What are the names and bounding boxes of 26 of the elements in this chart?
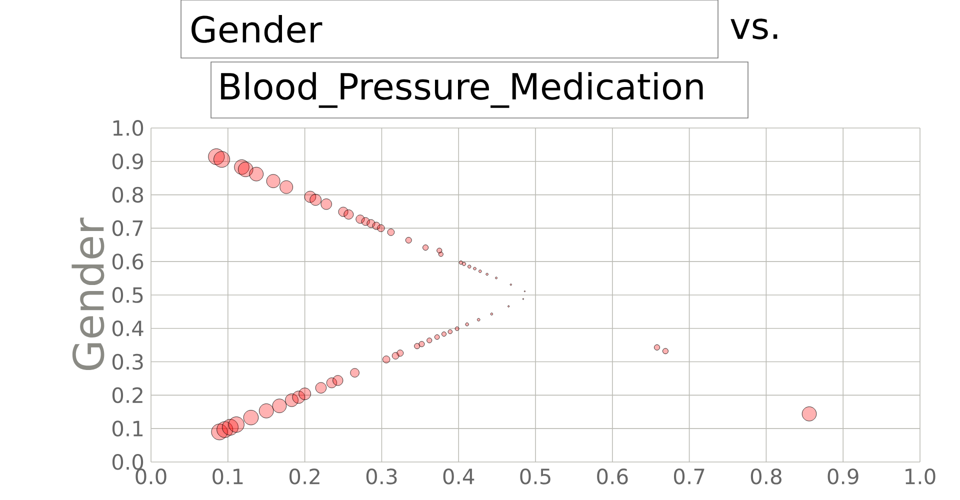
- x-tick-label: 0.7: [674, 468, 704, 484]
- x-tick-label: 0.2: [289, 468, 320, 484]
- y-tick-label: 0.7: [112, 220, 143, 236]
- text: vs.: [730, 18, 778, 40]
- y-tick-label: 0.4: [112, 320, 144, 336]
- y-tick-label: 0.8: [112, 186, 144, 203]
- x-tick-label: 0.1: [212, 468, 243, 484]
- y-tick-label: 0.5: [112, 287, 143, 303]
- chart-title: Gender: [192, 15, 322, 43]
- y-tick-label: 0.6: [112, 254, 144, 270]
- y-tick-label: 0.1: [112, 420, 143, 437]
- y-tick-label: 0.2: [112, 387, 142, 404]
- chart-subtitle: Blood_Pressure_Medication: [221, 72, 703, 108]
- y-axis-title: Gender: [72, 218, 104, 370]
- x-tick-label: 0.3: [366, 468, 397, 484]
- y-tick-label: 0.3: [112, 354, 143, 370]
- x-tick-label: 0.0: [136, 468, 166, 484]
- y-tick-label: 0.0: [112, 454, 144, 470]
- x-tick-label: 0.9: [828, 468, 858, 484]
- x-tick-label: 0.8: [750, 468, 782, 484]
- x-tick-label: 0.5: [520, 468, 550, 484]
- y-tick-label: 0.9: [112, 153, 144, 170]
- y-tick-label: 1.0: [113, 120, 144, 136]
- x-tick-label: 0.4: [443, 468, 474, 484]
- x-tick-label: 0.6: [597, 468, 628, 484]
- x-tick-label: 1.0: [906, 468, 936, 484]
